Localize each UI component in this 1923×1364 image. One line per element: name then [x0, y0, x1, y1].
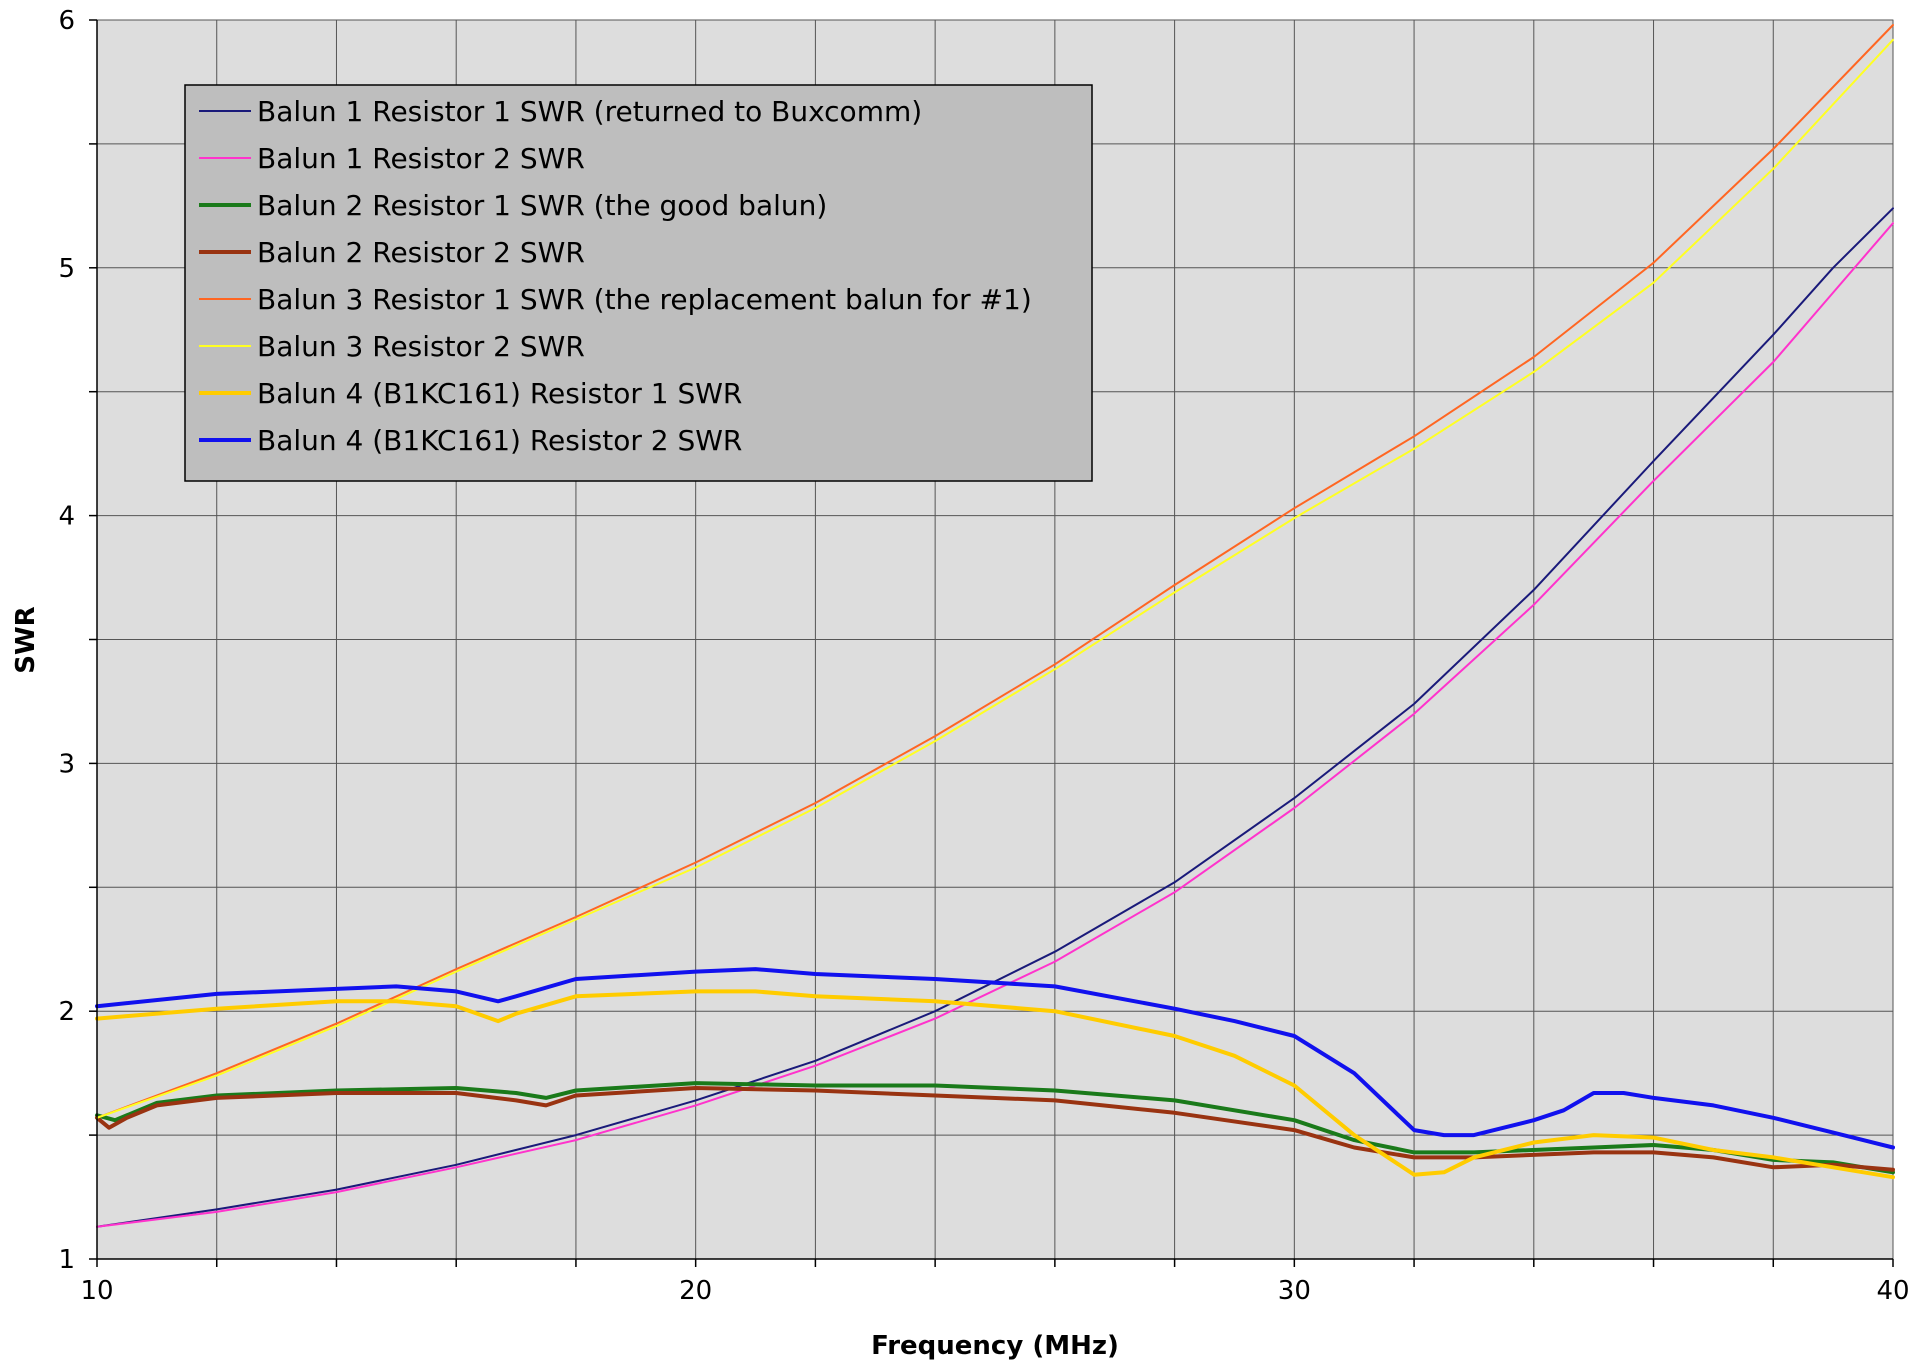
legend-label: Balun 4 (B1KC161) Resistor 1 SWR — [257, 377, 742, 410]
series-line-5 — [96, 24, 1894, 1119]
legend-label: Balun 2 Resistor 1 SWR (the good balun) — [257, 189, 827, 222]
y-tick-label: 6 — [58, 6, 75, 36]
y-tick-label: 5 — [58, 254, 75, 284]
legend: Balun 1 Resistor 1 SWR (returned to Buxc… — [184, 84, 1093, 482]
series-line-8 — [95, 967, 1895, 1150]
x-tick-label: 40 — [1876, 1276, 1909, 1306]
legend-box — [184, 84, 1093, 482]
legend-label: Balun 3 Resistor 1 SWR (the replacement … — [257, 283, 1032, 316]
series-lines — [95, 24, 1895, 1228]
series-line-2 — [96, 222, 1894, 1228]
x-tick-label: 30 — [1278, 1276, 1311, 1306]
legend-label: Balun 3 Resistor 2 SWR — [257, 330, 585, 363]
series-line-7 — [95, 989, 1895, 1180]
y-tick-label: 1 — [58, 1245, 75, 1275]
legend-label: Balun 4 (B1KC161) Resistor 2 SWR — [257, 424, 742, 457]
y-tick-label: 2 — [58, 997, 75, 1027]
y-tick-label: 4 — [58, 502, 75, 532]
axes: 10 20 30 40 1 2 3 4 5 6 — [58, 6, 1909, 1306]
legend-label: Balun 1 Resistor 1 SWR (returned to Buxc… — [257, 95, 922, 128]
series-line-3 — [95, 1081, 1895, 1175]
series-line-6 — [96, 38, 1894, 1119]
legend-label: Balun 1 Resistor 2 SWR — [257, 142, 585, 175]
y-axis-title: SWR — [11, 606, 41, 673]
x-axis-title: Frequency (MHz) — [871, 1331, 1119, 1361]
y-tick-label: 3 — [58, 749, 75, 779]
series-line-4 — [95, 1086, 1895, 1172]
x-tick-label: 10 — [80, 1276, 113, 1306]
legend-label: Balun 2 Resistor 2 SWR — [257, 236, 585, 269]
x-tick-label: 20 — [679, 1276, 712, 1306]
series-line-1 — [96, 207, 1894, 1228]
